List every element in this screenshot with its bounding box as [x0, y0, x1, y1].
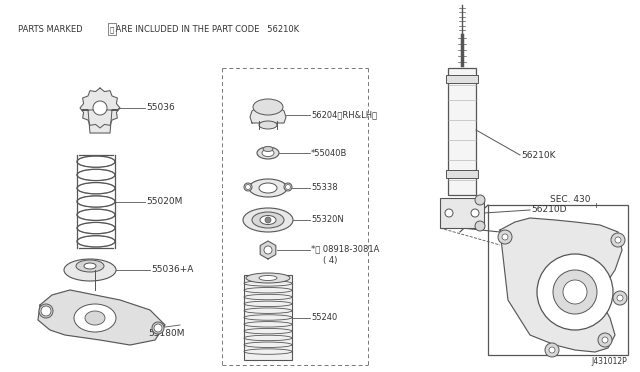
Ellipse shape	[76, 260, 104, 272]
Ellipse shape	[246, 273, 290, 283]
Text: *Ⓝ 08918-3081A: *Ⓝ 08918-3081A	[311, 244, 380, 253]
Circle shape	[93, 101, 107, 115]
Circle shape	[563, 280, 587, 304]
Ellipse shape	[259, 183, 277, 193]
FancyBboxPatch shape	[244, 275, 292, 360]
FancyBboxPatch shape	[440, 198, 484, 228]
Ellipse shape	[260, 215, 276, 224]
Circle shape	[475, 195, 485, 205]
Circle shape	[549, 347, 555, 353]
Ellipse shape	[249, 179, 287, 197]
Ellipse shape	[84, 263, 96, 269]
Text: 55036: 55036	[146, 103, 175, 112]
Circle shape	[617, 295, 623, 301]
Text: 55240: 55240	[311, 313, 337, 322]
Circle shape	[264, 246, 272, 254]
Text: 委: 委	[110, 26, 114, 33]
Circle shape	[537, 254, 613, 330]
Text: 55338: 55338	[311, 183, 338, 192]
Circle shape	[553, 270, 597, 314]
Ellipse shape	[243, 208, 293, 232]
Text: 55320N: 55320N	[311, 215, 344, 224]
Circle shape	[613, 291, 627, 305]
Ellipse shape	[152, 322, 164, 334]
Circle shape	[471, 209, 479, 217]
FancyBboxPatch shape	[448, 68, 476, 195]
Circle shape	[602, 337, 608, 343]
Text: 56210K: 56210K	[521, 151, 556, 160]
Ellipse shape	[259, 121, 277, 129]
Ellipse shape	[64, 259, 116, 281]
Circle shape	[615, 237, 621, 243]
Circle shape	[545, 343, 559, 357]
Polygon shape	[250, 105, 286, 123]
Circle shape	[265, 217, 271, 223]
Circle shape	[611, 233, 625, 247]
Text: 55036+A: 55036+A	[151, 266, 193, 275]
Ellipse shape	[253, 99, 283, 115]
Text: SEC. 430: SEC. 430	[550, 196, 591, 205]
Ellipse shape	[74, 304, 116, 332]
Ellipse shape	[39, 304, 53, 318]
Text: 56210D: 56210D	[531, 205, 566, 215]
Ellipse shape	[259, 276, 277, 280]
Text: 55180M: 55180M	[148, 328, 184, 337]
Circle shape	[475, 221, 485, 231]
Circle shape	[498, 230, 512, 244]
Circle shape	[246, 185, 250, 189]
Ellipse shape	[252, 212, 284, 228]
FancyBboxPatch shape	[488, 205, 628, 355]
Circle shape	[285, 185, 291, 189]
Polygon shape	[82, 110, 118, 133]
Ellipse shape	[257, 147, 279, 159]
FancyBboxPatch shape	[446, 75, 478, 83]
Ellipse shape	[284, 183, 292, 191]
Text: *55040B: *55040B	[311, 148, 348, 157]
Text: ( 4): ( 4)	[323, 256, 337, 264]
Polygon shape	[260, 241, 276, 259]
FancyBboxPatch shape	[446, 170, 478, 178]
Circle shape	[41, 306, 51, 316]
Circle shape	[502, 234, 508, 240]
Bar	[108, 23, 116, 35]
Circle shape	[445, 209, 453, 217]
Polygon shape	[80, 88, 120, 128]
Ellipse shape	[85, 311, 105, 325]
Text: PARTS MARKED: PARTS MARKED	[18, 26, 83, 35]
Polygon shape	[38, 290, 165, 345]
Text: ARE INCLUDED IN THE PART CODE   56210K: ARE INCLUDED IN THE PART CODE 56210K	[113, 26, 299, 35]
Ellipse shape	[244, 183, 252, 191]
Circle shape	[598, 333, 612, 347]
Text: J431012P: J431012P	[591, 357, 627, 366]
Circle shape	[154, 324, 162, 332]
Text: 55020M: 55020M	[146, 197, 182, 206]
Polygon shape	[500, 218, 622, 352]
Ellipse shape	[262, 150, 274, 157]
Ellipse shape	[263, 147, 273, 151]
Text: 56204〈RH&LH〉: 56204〈RH&LH〉	[311, 110, 377, 119]
